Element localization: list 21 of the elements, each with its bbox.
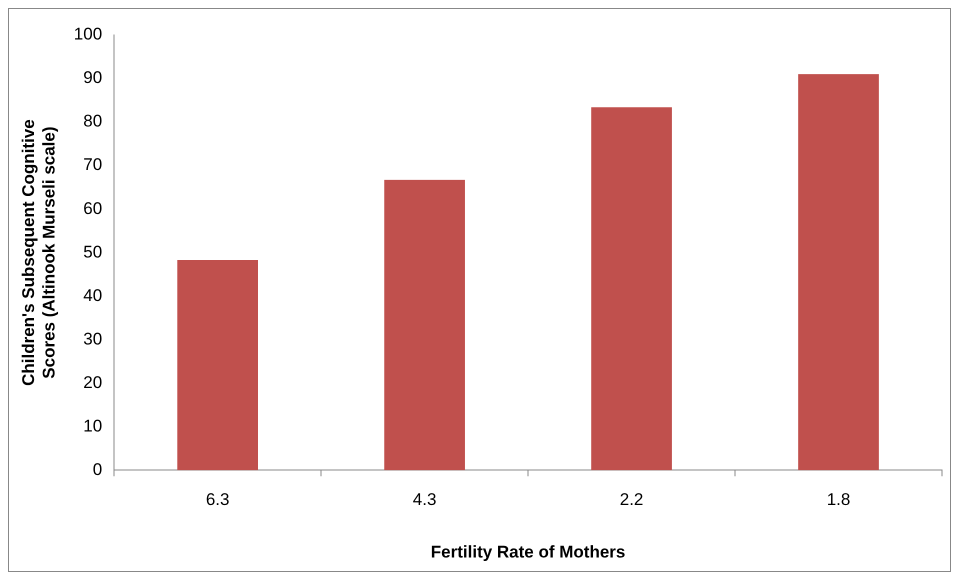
y-tick-label: 20 [83, 372, 102, 392]
y-tick-label: 50 [83, 242, 102, 262]
x-tick-label: 2.2 [620, 490, 644, 510]
y-tick-label: 30 [83, 329, 102, 348]
y-tick-label: 0 [92, 460, 102, 479]
y-tick-label: 60 [83, 198, 102, 218]
y-tick-label: 10 [83, 416, 102, 436]
bar [384, 180, 465, 470]
y-tick-label: 40 [83, 286, 102, 305]
y-axis-title: Children's Subsequent Cognitive Scores (Altinook Murseli scale) [18, 119, 58, 386]
y-tick-label: 90 [83, 68, 102, 88]
x-tick-label: 6.3 [206, 490, 230, 510]
bar [798, 74, 879, 470]
y-tick-label: 80 [83, 112, 102, 131]
bar [177, 260, 258, 470]
y-tick-label: 70 [83, 155, 102, 174]
y-tick-label: 100 [74, 24, 102, 44]
x-axis-title: Fertility Rate of Mothers [430, 542, 626, 562]
x-tick-label: 4.3 [412, 490, 436, 510]
bar [591, 107, 672, 470]
x-tick-label: 1.8 [826, 490, 850, 510]
